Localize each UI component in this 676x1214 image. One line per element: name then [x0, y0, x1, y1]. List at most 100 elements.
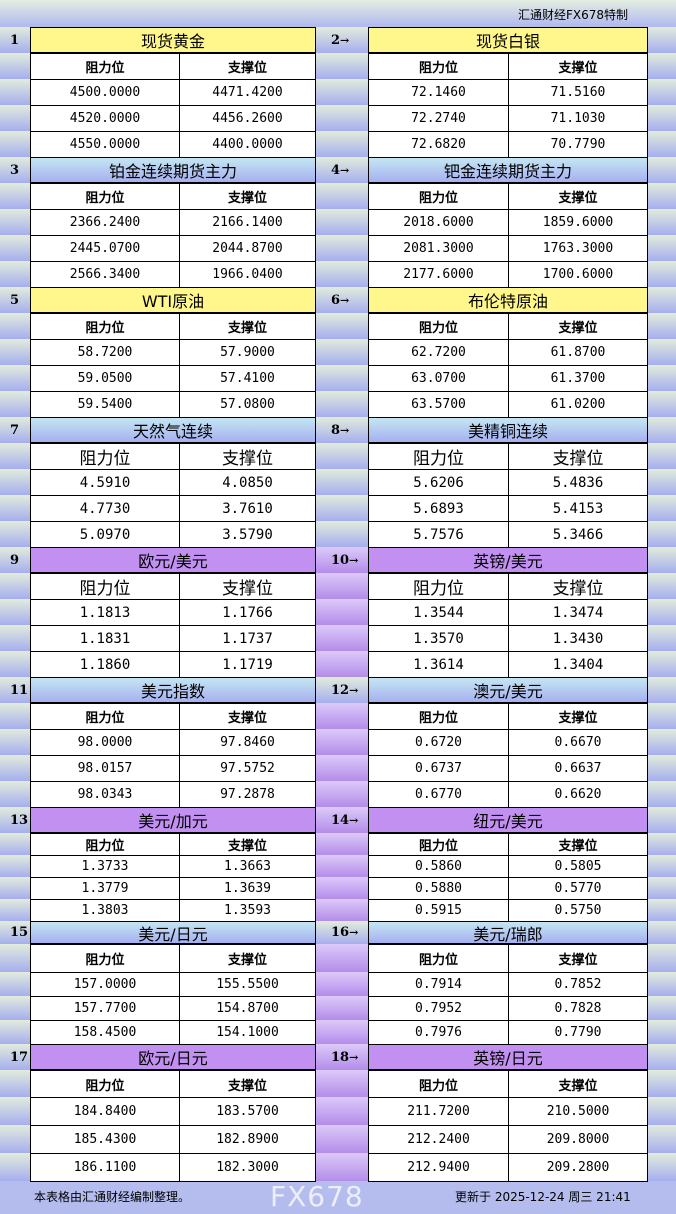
- row-gutter-left: [0, 625, 30, 651]
- support-value: 1.1719: [179, 651, 316, 678]
- row-gutter-middle: [316, 495, 368, 521]
- row-gutter-left: [0, 781, 30, 807]
- resistance-header: 阻力位: [30, 573, 180, 600]
- support-value: 97.2878: [179, 781, 316, 808]
- row-gutter-middle: [316, 391, 368, 417]
- resistance-value: 1.3733: [30, 855, 180, 878]
- resistance-value: 59.5400: [30, 391, 180, 418]
- support-value: 1763.3000: [508, 235, 648, 262]
- row-gutter-middle: [316, 105, 368, 131]
- resistance-value: 0.7952: [368, 996, 509, 1021]
- row-gutter-right: [648, 755, 676, 781]
- row-gutter-right: [648, 833, 676, 855]
- support-value: 71.5160: [508, 79, 648, 106]
- support-value: 5.3466: [508, 521, 648, 548]
- support-header: 支撑位: [508, 183, 648, 210]
- resistance-value: 4550.0000: [30, 131, 180, 158]
- row-gutter-left: [0, 1070, 30, 1097]
- row-number: 3: [10, 157, 19, 183]
- support-header: 支撑位: [508, 944, 648, 973]
- row-gutter-left: [0, 521, 30, 547]
- row-gutter-left: [0, 729, 30, 755]
- support-value: 61.0200: [508, 391, 648, 418]
- row-gutter-right: [648, 365, 676, 391]
- row-number: 1: [10, 27, 19, 53]
- support-value: 3.7610: [179, 495, 316, 522]
- row-gutter-right: [648, 877, 676, 899]
- instrument-title: 美元/加元: [30, 807, 316, 833]
- support-value: 4.0850: [179, 469, 316, 496]
- row-gutter-right: [648, 495, 676, 521]
- resistance-value: 212.2400: [368, 1125, 509, 1154]
- row-gutter-right: [648, 677, 676, 703]
- support-value: 182.3000: [179, 1153, 316, 1182]
- row-gutter-middle: [316, 944, 368, 972]
- row-gutter-left: [0, 365, 30, 391]
- support-value: 1859.6000: [508, 209, 648, 236]
- row-gutter-left: [0, 391, 30, 417]
- row-gutter-right: [648, 781, 676, 807]
- row-gutter-left: [0, 651, 30, 677]
- brand-label: 汇通财经FX678特制: [517, 8, 628, 22]
- row-gutter-middle: [316, 131, 368, 157]
- instrument-title: WTI原油: [30, 287, 316, 313]
- resistance-value: 5.6206: [368, 469, 509, 496]
- support-header: 支撑位: [508, 573, 648, 600]
- support-value: 4456.2600: [179, 105, 316, 132]
- row-gutter-right: [648, 703, 676, 729]
- row-gutter-right: [648, 27, 676, 53]
- resistance-value: 1.3614: [368, 651, 509, 678]
- row-number-text: 4: [331, 162, 341, 178]
- resistance-value: 1.1813: [30, 599, 180, 626]
- resistance-value: 4520.0000: [30, 105, 180, 132]
- row-gutter-middle: [316, 1044, 368, 1070]
- row-gutter-left: [0, 833, 30, 855]
- support-header: 支撑位: [179, 703, 316, 730]
- row-gutter-left: [0, 1044, 30, 1070]
- row-gutter-right: [648, 1070, 676, 1097]
- row-gutter-right: [648, 261, 676, 287]
- arrow-right-icon: →: [340, 163, 350, 177]
- support-value: 0.6620: [508, 781, 648, 808]
- row-gutter-middle: [316, 599, 368, 625]
- row-gutter-left: [0, 877, 30, 899]
- row-gutter-middle: [316, 521, 368, 547]
- support-header: 支撑位: [179, 53, 316, 80]
- resistance-value: 157.7700: [30, 996, 180, 1021]
- row-gutter-middle: [316, 1070, 368, 1097]
- support-value: 2166.1400: [179, 209, 316, 236]
- support-value: 4400.0000: [179, 131, 316, 158]
- support-header: 支撑位: [179, 443, 316, 470]
- resistance-value: 0.6770: [368, 781, 509, 808]
- row-gutter-right: [648, 921, 676, 944]
- row-number-text: 3: [10, 162, 20, 178]
- row-gutter-middle: [316, 755, 368, 781]
- row-gutter-left: [0, 547, 30, 573]
- row-gutter-middle: [316, 183, 368, 209]
- resistance-value: 2566.3400: [30, 261, 180, 288]
- row-number-text: 2: [331, 32, 341, 48]
- row-number: 10 →: [331, 547, 358, 573]
- row-number: 15: [10, 921, 28, 944]
- support-value: 1.3430: [508, 625, 648, 652]
- row-gutter-left: [0, 807, 30, 833]
- resistance-value: 0.5915: [368, 899, 509, 922]
- resistance-value: 0.7914: [368, 972, 509, 997]
- row-gutter-middle: [316, 573, 368, 599]
- row-gutter-middle: [316, 339, 368, 365]
- row-gutter-left: [0, 1097, 30, 1125]
- instrument-title: 钯金连续期货主力: [368, 157, 648, 183]
- row-number: 2 →: [331, 27, 349, 53]
- row-gutter-left: [0, 339, 30, 365]
- row-gutter-middle: [316, 547, 368, 573]
- resistance-value: 184.8400: [30, 1097, 180, 1126]
- resistance-value: 5.7576: [368, 521, 509, 548]
- support-value: 154.8700: [179, 996, 316, 1021]
- support-value: 2044.8700: [179, 235, 316, 262]
- resistance-header: 阻力位: [368, 443, 509, 470]
- resistance-value: 1.3544: [368, 599, 509, 626]
- resistance-value: 158.4500: [30, 1020, 180, 1045]
- row-number-text: 11: [10, 682, 29, 698]
- support-value: 182.8900: [179, 1125, 316, 1154]
- support-value: 97.8460: [179, 729, 316, 756]
